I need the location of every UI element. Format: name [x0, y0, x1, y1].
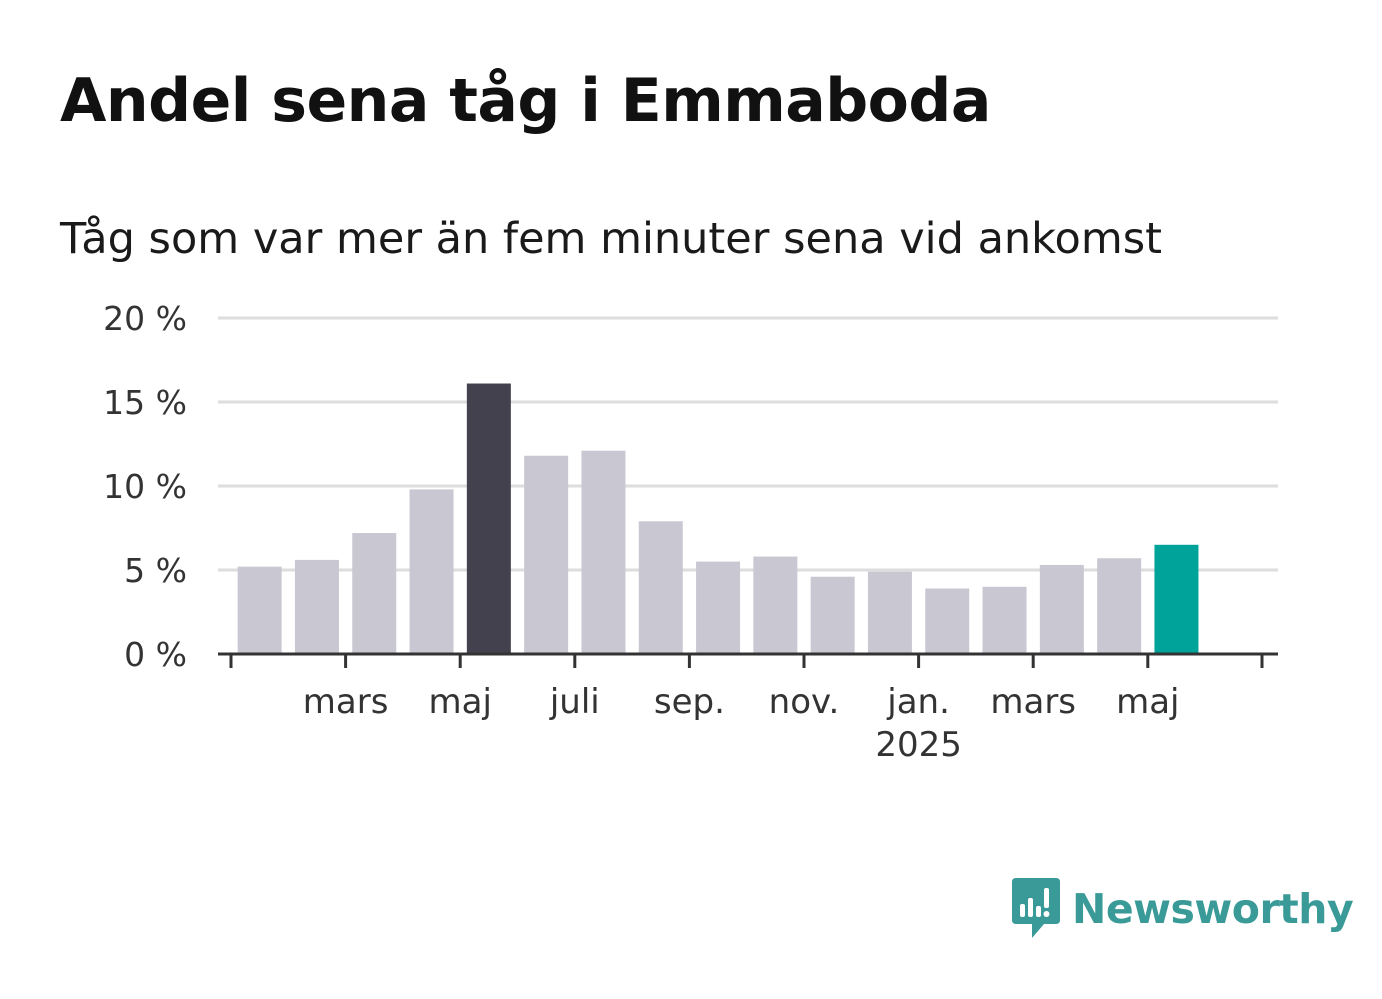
bar — [810, 576, 855, 654]
x-tick-label: maj — [428, 682, 491, 722]
bar — [237, 566, 282, 654]
brand-name: Newsworthy — [1072, 885, 1354, 933]
y-tick-label: 0 % — [124, 635, 187, 674]
newsworthy-logo: Newsworthy — [1010, 878, 1354, 940]
bar — [466, 383, 511, 654]
gridlines — [218, 316, 1278, 572]
bar — [638, 521, 683, 654]
x-tick-year-label: 2025 — [875, 725, 962, 765]
x-tick-label: jan. — [886, 682, 950, 722]
bars — [237, 383, 1199, 654]
bar — [581, 450, 626, 654]
x-tick-label: nov. — [769, 682, 840, 722]
bar — [982, 586, 1027, 654]
bar — [753, 556, 798, 654]
bar — [409, 489, 454, 654]
x-tick-label: sep. — [654, 682, 725, 722]
x-tick-label: maj — [1116, 682, 1179, 722]
newsworthy-logo-icon — [1012, 878, 1060, 938]
y-tick-label: 10 % — [103, 467, 187, 506]
chart-title: Andel sena tåg i Emmaboda — [60, 66, 991, 136]
bar — [294, 559, 339, 654]
bar — [1039, 564, 1084, 654]
chart-subtitle: Tåg som var mer än fem minuter sena vid … — [60, 214, 1163, 264]
x-tick-label: mars — [303, 682, 389, 722]
bar — [867, 571, 912, 654]
y-tick-label: 20 % — [103, 299, 187, 338]
bar — [925, 588, 970, 654]
bar — [524, 455, 569, 654]
bar — [352, 533, 397, 654]
x-tick-label: juli — [549, 682, 600, 722]
y-tick-label: 5 % — [124, 551, 187, 590]
bar — [1154, 544, 1199, 654]
bar — [1097, 558, 1142, 654]
y-axis-ticks: 0 % 5 % 10 % 15 % 20 % — [103, 299, 187, 674]
y-tick-label: 15 % — [103, 383, 187, 422]
bar — [696, 561, 741, 654]
x-axis — [218, 652, 1278, 668]
x-tick-label: mars — [990, 682, 1076, 722]
